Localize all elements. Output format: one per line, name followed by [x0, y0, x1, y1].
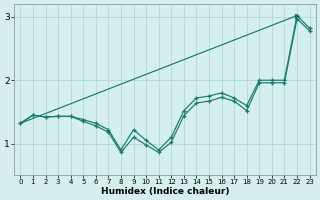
X-axis label: Humidex (Indice chaleur): Humidex (Indice chaleur) [101, 187, 229, 196]
